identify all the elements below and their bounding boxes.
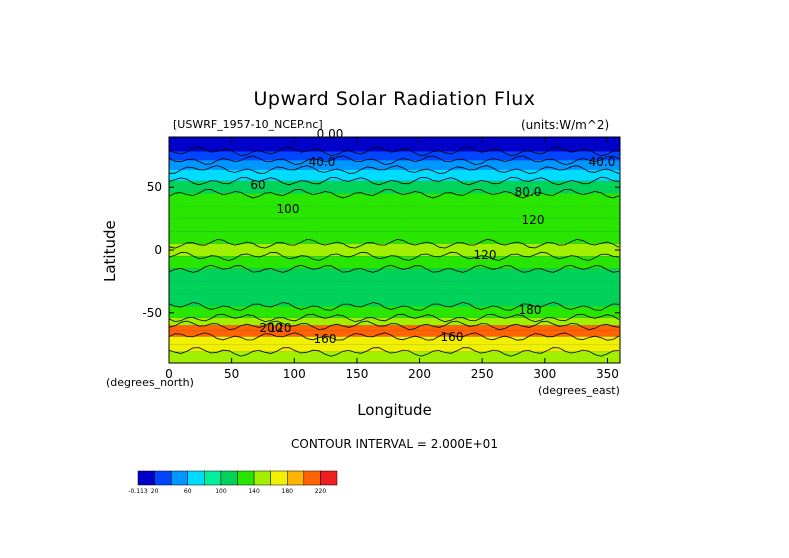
colorbar-tick-label: 140	[248, 488, 260, 495]
lat-band	[169, 344, 620, 352]
contour-interval-label: CONTOUR INTERVAL = 2.000E+01	[291, 437, 498, 451]
contour-label: 200	[260, 321, 283, 335]
colorbar-tick-label: 220	[315, 488, 327, 495]
contour-line	[168, 176, 620, 186]
colorbar-swatch	[320, 470, 338, 486]
contour-label: 100	[277, 202, 300, 216]
contour-label: 40.0	[309, 155, 336, 169]
y-tick-label: 50	[147, 180, 162, 194]
colorbar-tick-label: 20	[151, 488, 159, 495]
colorbar-swatch	[287, 470, 305, 486]
colorbar-swatch	[170, 470, 189, 486]
contour-label: 0.00	[317, 127, 344, 141]
contour-line	[168, 301, 620, 311]
source-file-label: [USWRF_1957-10_NCEP.nc]	[173, 118, 323, 131]
lat-band	[169, 351, 620, 363]
colorbar-tick-label: -0.113	[128, 488, 148, 495]
contour-line	[168, 188, 620, 199]
colorbar-swatch	[154, 470, 172, 486]
x-tick-label: 100	[283, 367, 306, 381]
lat-band	[169, 151, 620, 161]
contour-line	[168, 347, 620, 357]
x-tick-label: 0	[165, 367, 173, 381]
colorbar-tick-label: 60	[184, 488, 192, 495]
contour-line	[168, 264, 620, 273]
contour-line	[168, 251, 620, 262]
x-tick-label: 50	[224, 367, 239, 381]
lat-band	[169, 206, 620, 219]
contour-line	[168, 165, 620, 174]
lat-band	[169, 325, 620, 331]
y-tick-label: -50	[142, 306, 162, 320]
lat-band	[169, 330, 620, 337]
lat-band	[169, 336, 620, 345]
chart-title: Upward Solar Radiation Flux	[253, 88, 536, 110]
lat-band	[169, 231, 620, 244]
colorbar-swatch	[220, 470, 238, 486]
lat-band	[169, 160, 620, 170]
lat-band	[169, 218, 620, 232]
lat-band	[169, 243, 620, 257]
colorbar-swatch	[137, 470, 155, 486]
contour-line	[168, 155, 620, 166]
x-unit-label: (degrees_north)	[106, 376, 194, 389]
colorbar-tick-label: 100	[215, 488, 227, 495]
colorbar-tick-label: 180	[282, 488, 294, 495]
colorbar-swatch	[253, 470, 271, 486]
contour-label: 80.0	[515, 185, 542, 199]
colorbar: -0.113 20 60 100 140 180 220	[128, 470, 338, 495]
lat-band	[169, 137, 620, 152]
x-tick-label: 300	[533, 367, 556, 381]
x-tick-label: 150	[345, 367, 368, 381]
lat-band	[169, 268, 620, 282]
x-tick-label: 200	[408, 367, 431, 381]
lat-band	[169, 256, 620, 269]
contour-line	[168, 313, 620, 323]
x-axis-label: Longitude	[357, 401, 432, 419]
axes: 0 50 100 150 200 250 300 350 -50 0 50	[142, 136, 621, 381]
contour-label: 180	[519, 303, 542, 317]
colorbar-swatch	[237, 470, 255, 486]
colorbar-swatch	[270, 470, 288, 486]
y-tick-label: 0	[154, 243, 162, 257]
contour-label: 60	[250, 178, 265, 192]
contour-line	[168, 320, 620, 331]
units-label: (units:W/m^2)	[521, 118, 610, 132]
colorbar-swatch	[187, 470, 205, 486]
lat-band	[169, 293, 620, 307]
contour-line	[168, 146, 620, 157]
contour-line	[168, 238, 620, 249]
lat-band	[169, 306, 620, 318]
lat-band	[169, 193, 620, 207]
colorbar-swatch	[204, 470, 222, 486]
contour-line	[168, 332, 620, 341]
contour-label: 120	[522, 213, 545, 227]
lat-band	[169, 281, 620, 294]
lat-band	[169, 169, 620, 181]
contour-label: 40.0	[589, 155, 616, 169]
colorbar-swatch	[303, 470, 321, 486]
lat-band	[169, 317, 620, 326]
contour-label: 160	[314, 332, 337, 346]
contour-label: 120	[269, 321, 292, 335]
x-tick-label: 250	[471, 367, 494, 381]
contour-label: 120	[474, 248, 497, 262]
y-unit-label: (degrees_east)	[538, 384, 620, 397]
lat-band	[169, 180, 620, 194]
x-tick-label: 350	[596, 367, 619, 381]
contour-label: 160	[441, 330, 464, 344]
plot-area: 0.00 40.0 40.0 60 80.0 100 120 120 120 160 160 200 1…	[168, 127, 620, 363]
